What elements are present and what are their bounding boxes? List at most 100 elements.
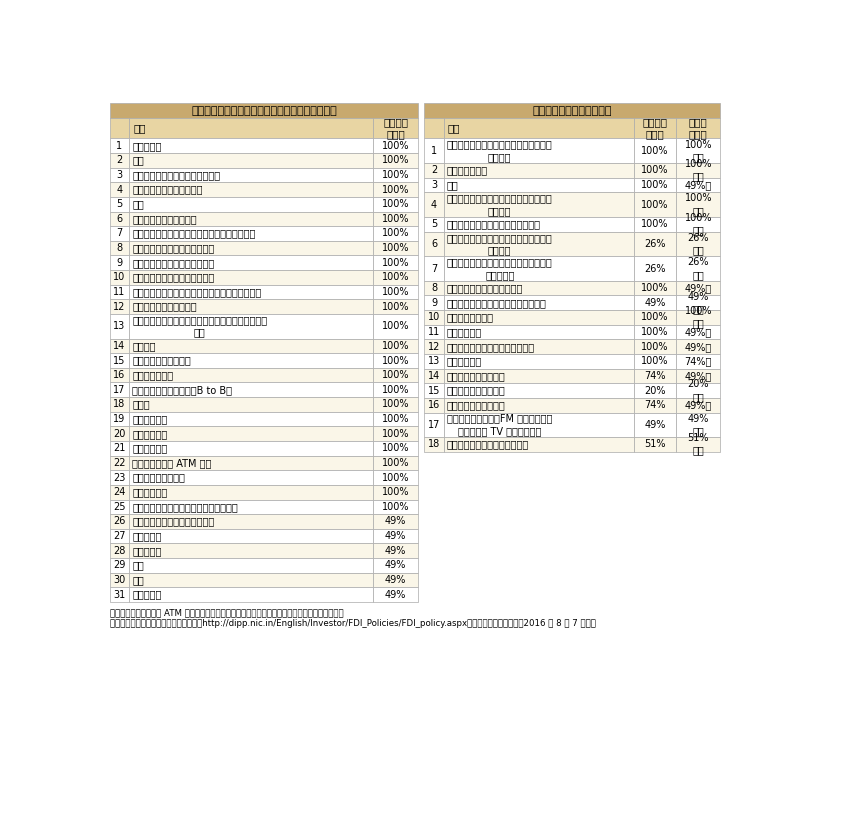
Text: 100%: 100% xyxy=(382,184,409,195)
Bar xyxy=(676,339,721,354)
Bar xyxy=(129,456,374,470)
Bar xyxy=(374,587,418,602)
Text: 74%超: 74%超 xyxy=(684,356,712,366)
Text: 1: 1 xyxy=(431,145,437,156)
Text: 出版印刷（科学技術雑誌、専門誌、定期
刊行物）: 出版印刷（科学技術雑誌、専門誌、定期 刊行物） xyxy=(447,193,552,216)
Bar xyxy=(444,437,634,452)
Bar xyxy=(634,310,676,325)
Bar xyxy=(129,485,374,500)
Text: 12: 12 xyxy=(113,301,125,311)
Text: 分野: 分野 xyxy=(133,123,146,133)
Text: 49%: 49% xyxy=(385,531,407,541)
Text: 49%: 49% xyxy=(645,298,666,308)
Bar xyxy=(444,256,634,281)
Text: 4: 4 xyxy=(431,200,437,210)
Bar xyxy=(634,398,676,412)
Bar xyxy=(129,426,374,441)
Bar xyxy=(374,241,418,255)
Bar xyxy=(634,383,676,398)
Text: 2: 2 xyxy=(116,155,123,165)
Text: 100%
まで: 100% まで xyxy=(684,306,712,329)
Bar xyxy=(129,441,374,456)
Bar xyxy=(110,314,129,339)
Bar xyxy=(374,485,418,500)
Text: 100%
まで: 100% まで xyxy=(684,159,712,182)
Text: 16: 16 xyxy=(113,370,125,380)
Bar xyxy=(634,217,676,231)
Bar xyxy=(676,163,721,178)
Bar xyxy=(374,441,418,456)
Bar xyxy=(129,382,374,397)
Text: 100%: 100% xyxy=(382,243,409,253)
Text: 銀行（公的セクター）: 銀行（公的セクター） xyxy=(447,386,506,396)
Bar xyxy=(110,354,129,368)
Text: 4: 4 xyxy=(116,184,123,195)
Bar xyxy=(110,226,129,241)
Text: 100%: 100% xyxy=(382,273,409,282)
Text: マルチブランド製品小売の取引: マルチブランド製品小売の取引 xyxy=(447,439,529,449)
Bar xyxy=(129,183,374,197)
Text: 航空輸送サービス（ヘリコプター、水上飛行機）: 航空輸送サービス（ヘリコプター、水上飛行機） xyxy=(132,287,262,297)
Text: 21: 21 xyxy=(113,444,125,453)
Bar xyxy=(374,500,418,514)
Text: 衛星－設置と運営: 衛星－設置と運営 xyxy=(447,312,494,322)
Bar xyxy=(424,256,444,281)
Text: 2: 2 xyxy=(431,165,437,175)
Text: 49%: 49% xyxy=(385,560,407,571)
Bar xyxy=(110,197,129,211)
Bar xyxy=(110,285,129,299)
Bar xyxy=(424,412,444,437)
Text: 航空輸送サービス（不定期便）: 航空輸送サービス（不定期便） xyxy=(132,273,214,282)
Bar xyxy=(424,437,444,452)
Bar xyxy=(444,118,634,139)
Bar xyxy=(374,299,418,314)
Bar xyxy=(374,285,418,299)
Text: 100%: 100% xyxy=(382,170,409,180)
Bar xyxy=(444,398,634,412)
Bar xyxy=(634,192,676,217)
Text: 74%: 74% xyxy=(645,400,666,411)
Text: 22: 22 xyxy=(113,458,125,468)
Text: 備考：ホワイトラベル ATM 企業とは、店頭に銀行、企業名等を冠しないノンバンク企業を指す。: 備考：ホワイトラベル ATM 企業とは、店頭に銀行、企業名等を冠しないノンバンク… xyxy=(110,608,343,617)
Bar xyxy=(676,281,721,296)
Text: 49%超: 49%超 xyxy=(684,327,712,337)
Bar xyxy=(676,231,721,256)
Text: 5: 5 xyxy=(431,219,437,230)
Bar xyxy=(634,368,676,383)
Text: 空港事業（新規プロジェクト）: 空港事業（新規プロジェクト） xyxy=(132,243,214,253)
Bar xyxy=(424,192,444,217)
Bar xyxy=(634,325,676,339)
Text: 8: 8 xyxy=(431,283,437,293)
Bar xyxy=(374,339,418,354)
Bar xyxy=(374,470,418,485)
Text: 食料品小売取引: 食料品小売取引 xyxy=(447,165,488,175)
Text: 8: 8 xyxy=(116,243,123,253)
Bar xyxy=(110,572,129,587)
Bar xyxy=(129,514,374,529)
Bar xyxy=(424,296,444,310)
Text: 100%: 100% xyxy=(641,180,669,190)
Bar xyxy=(129,572,374,587)
Bar xyxy=(129,558,374,572)
Bar xyxy=(424,383,444,398)
Text: 鉱業（石炭・褐炭の採掘）: 鉱業（石炭・褐炭の採掘） xyxy=(132,184,202,195)
Text: 年金: 年金 xyxy=(132,575,144,585)
Text: 100%: 100% xyxy=(641,165,669,175)
Bar xyxy=(424,178,444,192)
Bar xyxy=(110,441,129,456)
Text: 出資比率
の上限: 出資比率 の上限 xyxy=(643,117,667,140)
Text: 49%
まで: 49% まで xyxy=(688,414,709,436)
Text: 100%: 100% xyxy=(382,444,409,453)
Bar xyxy=(110,270,129,285)
Text: 100%: 100% xyxy=(382,487,409,497)
Bar xyxy=(129,197,374,211)
Text: 18: 18 xyxy=(113,400,125,410)
Text: 100%: 100% xyxy=(382,140,409,150)
Bar xyxy=(374,354,418,368)
Bar xyxy=(129,587,374,602)
Text: 11: 11 xyxy=(113,287,125,297)
Bar xyxy=(129,241,374,255)
Bar xyxy=(129,354,374,368)
Bar xyxy=(444,296,634,310)
Text: 工業団地－新規・既存: 工業団地－新規・既存 xyxy=(132,355,191,366)
